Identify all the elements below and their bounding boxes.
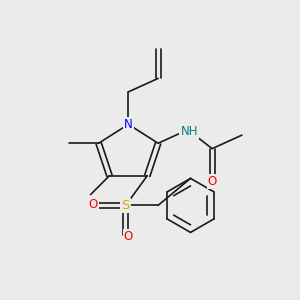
- Text: O: O: [208, 175, 217, 188]
- Text: O: O: [124, 230, 133, 243]
- Text: N: N: [124, 118, 133, 131]
- Text: O: O: [88, 197, 98, 211]
- Text: S: S: [122, 199, 130, 212]
- Text: NH: NH: [180, 124, 198, 138]
